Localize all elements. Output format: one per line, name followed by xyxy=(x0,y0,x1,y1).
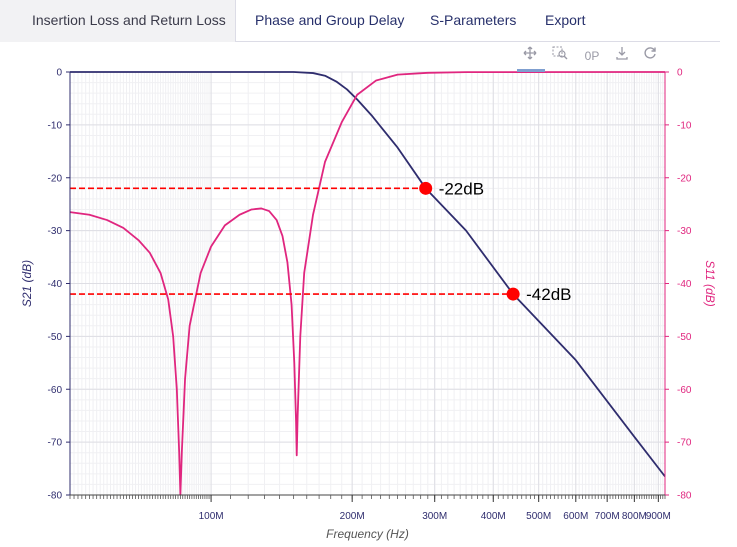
series-line-s11 xyxy=(69,71,666,496)
pan-icon[interactable] xyxy=(520,46,540,66)
right-tick-label: -30 xyxy=(677,226,692,237)
annotation-label: -42dB xyxy=(526,285,571,304)
right-axis-title: S11 (dB) xyxy=(703,260,717,306)
left-axis-title: S21 (dB) xyxy=(20,260,34,307)
tab-phase-group-delay[interactable]: Phase and Group Delay xyxy=(255,12,405,28)
x-tick-label: 900M xyxy=(646,511,671,522)
left-tick-label: -40 xyxy=(48,279,63,290)
autoscale-icon[interactable]: 0P xyxy=(584,49,600,63)
tab-export[interactable]: Export xyxy=(545,12,586,28)
left-tick-label: -20 xyxy=(48,173,63,184)
x-tick-label: 300M xyxy=(422,511,447,522)
tab-insertion-return-loss[interactable]: Insertion Loss and Return Loss xyxy=(0,0,236,42)
left-tick-label: 0 xyxy=(56,68,62,79)
annotation-marker xyxy=(419,181,433,195)
labels-layer: 0 0 -10 -10 -20 -20 -30 -30 -40 -40 -50 -50 -60 -60 -7… xyxy=(20,68,717,542)
zoom-icon[interactable] xyxy=(550,46,570,66)
right-tick-label: -60 xyxy=(677,385,692,396)
right-tick-label: -70 xyxy=(677,438,692,449)
right-tick-label: -40 xyxy=(677,279,692,290)
tab-bar: Insertion Loss and Return Loss Phase and… xyxy=(0,0,720,42)
left-tick-label: -70 xyxy=(48,438,63,449)
x-tick-label: 400M xyxy=(481,511,506,522)
right-tick-label: 0 xyxy=(677,68,683,79)
reset-icon[interactable] xyxy=(640,46,660,66)
annotation-label: -22dB xyxy=(439,179,484,198)
x-tick-label: 600M xyxy=(563,511,588,522)
right-tick-label: -20 xyxy=(677,173,692,184)
annotation-layer: -22dB -42dB xyxy=(70,179,572,304)
x-tick-label: 800M xyxy=(622,511,647,522)
major-gridlines xyxy=(70,71,665,496)
left-tick-label: -50 xyxy=(48,332,63,343)
axis-range-indicator xyxy=(517,69,545,72)
x-tick-label: 100M xyxy=(199,511,224,522)
series-layer xyxy=(69,71,666,496)
annotation-marker xyxy=(506,287,520,301)
left-tick-label: -80 xyxy=(48,491,63,502)
x-tick-label: 500M xyxy=(526,511,551,522)
x-axis-title: Frequency (Hz) xyxy=(326,527,409,541)
right-tick-label: -80 xyxy=(677,491,692,502)
left-tick-label: -60 xyxy=(48,385,63,396)
left-tick-label: -30 xyxy=(48,226,63,237)
left-tick-label: -10 xyxy=(48,120,63,131)
x-tick-label: 200M xyxy=(340,511,365,522)
download-icon[interactable] xyxy=(612,46,632,66)
x-tick-label: 700M xyxy=(595,511,620,522)
series-line-s21 xyxy=(70,71,666,478)
axes-layer xyxy=(66,69,669,502)
right-tick-label: -10 xyxy=(677,120,692,131)
tab-s-parameters[interactable]: S-Parameters xyxy=(430,12,517,28)
right-tick-label: -50 xyxy=(677,332,692,343)
